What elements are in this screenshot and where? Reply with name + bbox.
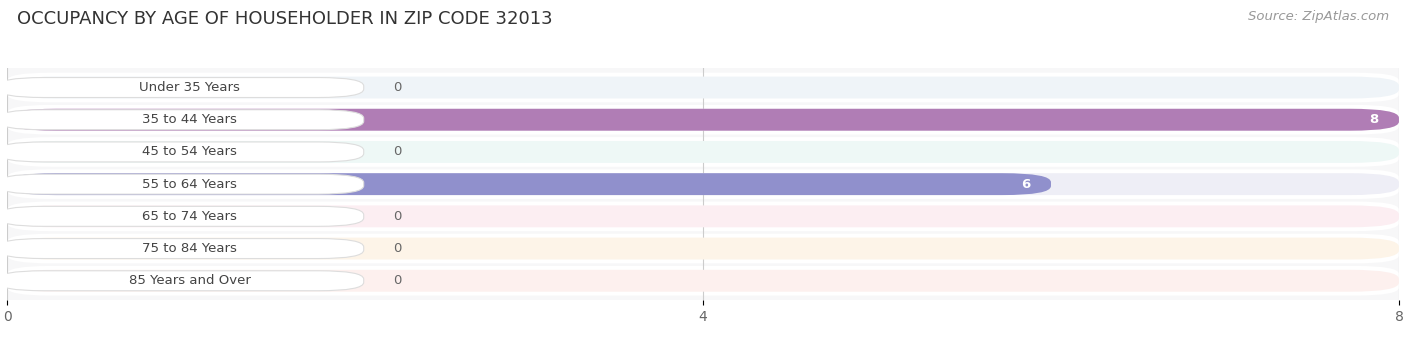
Text: 55 to 64 Years: 55 to 64 Years bbox=[142, 178, 238, 191]
FancyBboxPatch shape bbox=[0, 206, 364, 226]
Text: 0: 0 bbox=[394, 145, 402, 159]
FancyBboxPatch shape bbox=[0, 174, 364, 194]
FancyBboxPatch shape bbox=[7, 141, 1399, 163]
Text: 0: 0 bbox=[394, 81, 402, 94]
Text: 0: 0 bbox=[394, 242, 402, 255]
FancyBboxPatch shape bbox=[7, 105, 1399, 135]
Text: 85 Years and Over: 85 Years and Over bbox=[129, 274, 250, 287]
Text: OCCUPANCY BY AGE OF HOUSEHOLDER IN ZIP CODE 32013: OCCUPANCY BY AGE OF HOUSEHOLDER IN ZIP C… bbox=[17, 10, 553, 28]
FancyBboxPatch shape bbox=[0, 110, 364, 130]
Text: 8: 8 bbox=[1369, 113, 1378, 126]
FancyBboxPatch shape bbox=[0, 239, 364, 258]
FancyBboxPatch shape bbox=[7, 266, 1399, 296]
FancyBboxPatch shape bbox=[7, 234, 1399, 263]
FancyBboxPatch shape bbox=[7, 137, 1399, 167]
Text: 65 to 74 Years: 65 to 74 Years bbox=[142, 210, 238, 223]
Text: 0: 0 bbox=[394, 210, 402, 223]
Text: Source: ZipAtlas.com: Source: ZipAtlas.com bbox=[1249, 10, 1389, 23]
FancyBboxPatch shape bbox=[7, 238, 1399, 260]
FancyBboxPatch shape bbox=[0, 77, 364, 98]
FancyBboxPatch shape bbox=[0, 142, 364, 162]
FancyBboxPatch shape bbox=[7, 205, 1399, 227]
FancyBboxPatch shape bbox=[7, 173, 1399, 195]
FancyBboxPatch shape bbox=[7, 73, 1399, 102]
FancyBboxPatch shape bbox=[0, 271, 364, 291]
Text: 0: 0 bbox=[394, 274, 402, 287]
Text: 6: 6 bbox=[1021, 178, 1031, 191]
FancyBboxPatch shape bbox=[7, 77, 1399, 99]
Text: 35 to 44 Years: 35 to 44 Years bbox=[142, 113, 238, 126]
FancyBboxPatch shape bbox=[7, 109, 1399, 131]
FancyBboxPatch shape bbox=[7, 270, 1399, 292]
FancyBboxPatch shape bbox=[7, 202, 1399, 231]
FancyBboxPatch shape bbox=[7, 169, 1399, 199]
Text: 75 to 84 Years: 75 to 84 Years bbox=[142, 242, 238, 255]
Text: 45 to 54 Years: 45 to 54 Years bbox=[142, 145, 238, 159]
Text: Under 35 Years: Under 35 Years bbox=[139, 81, 240, 94]
FancyBboxPatch shape bbox=[7, 173, 1050, 195]
FancyBboxPatch shape bbox=[7, 109, 1399, 131]
